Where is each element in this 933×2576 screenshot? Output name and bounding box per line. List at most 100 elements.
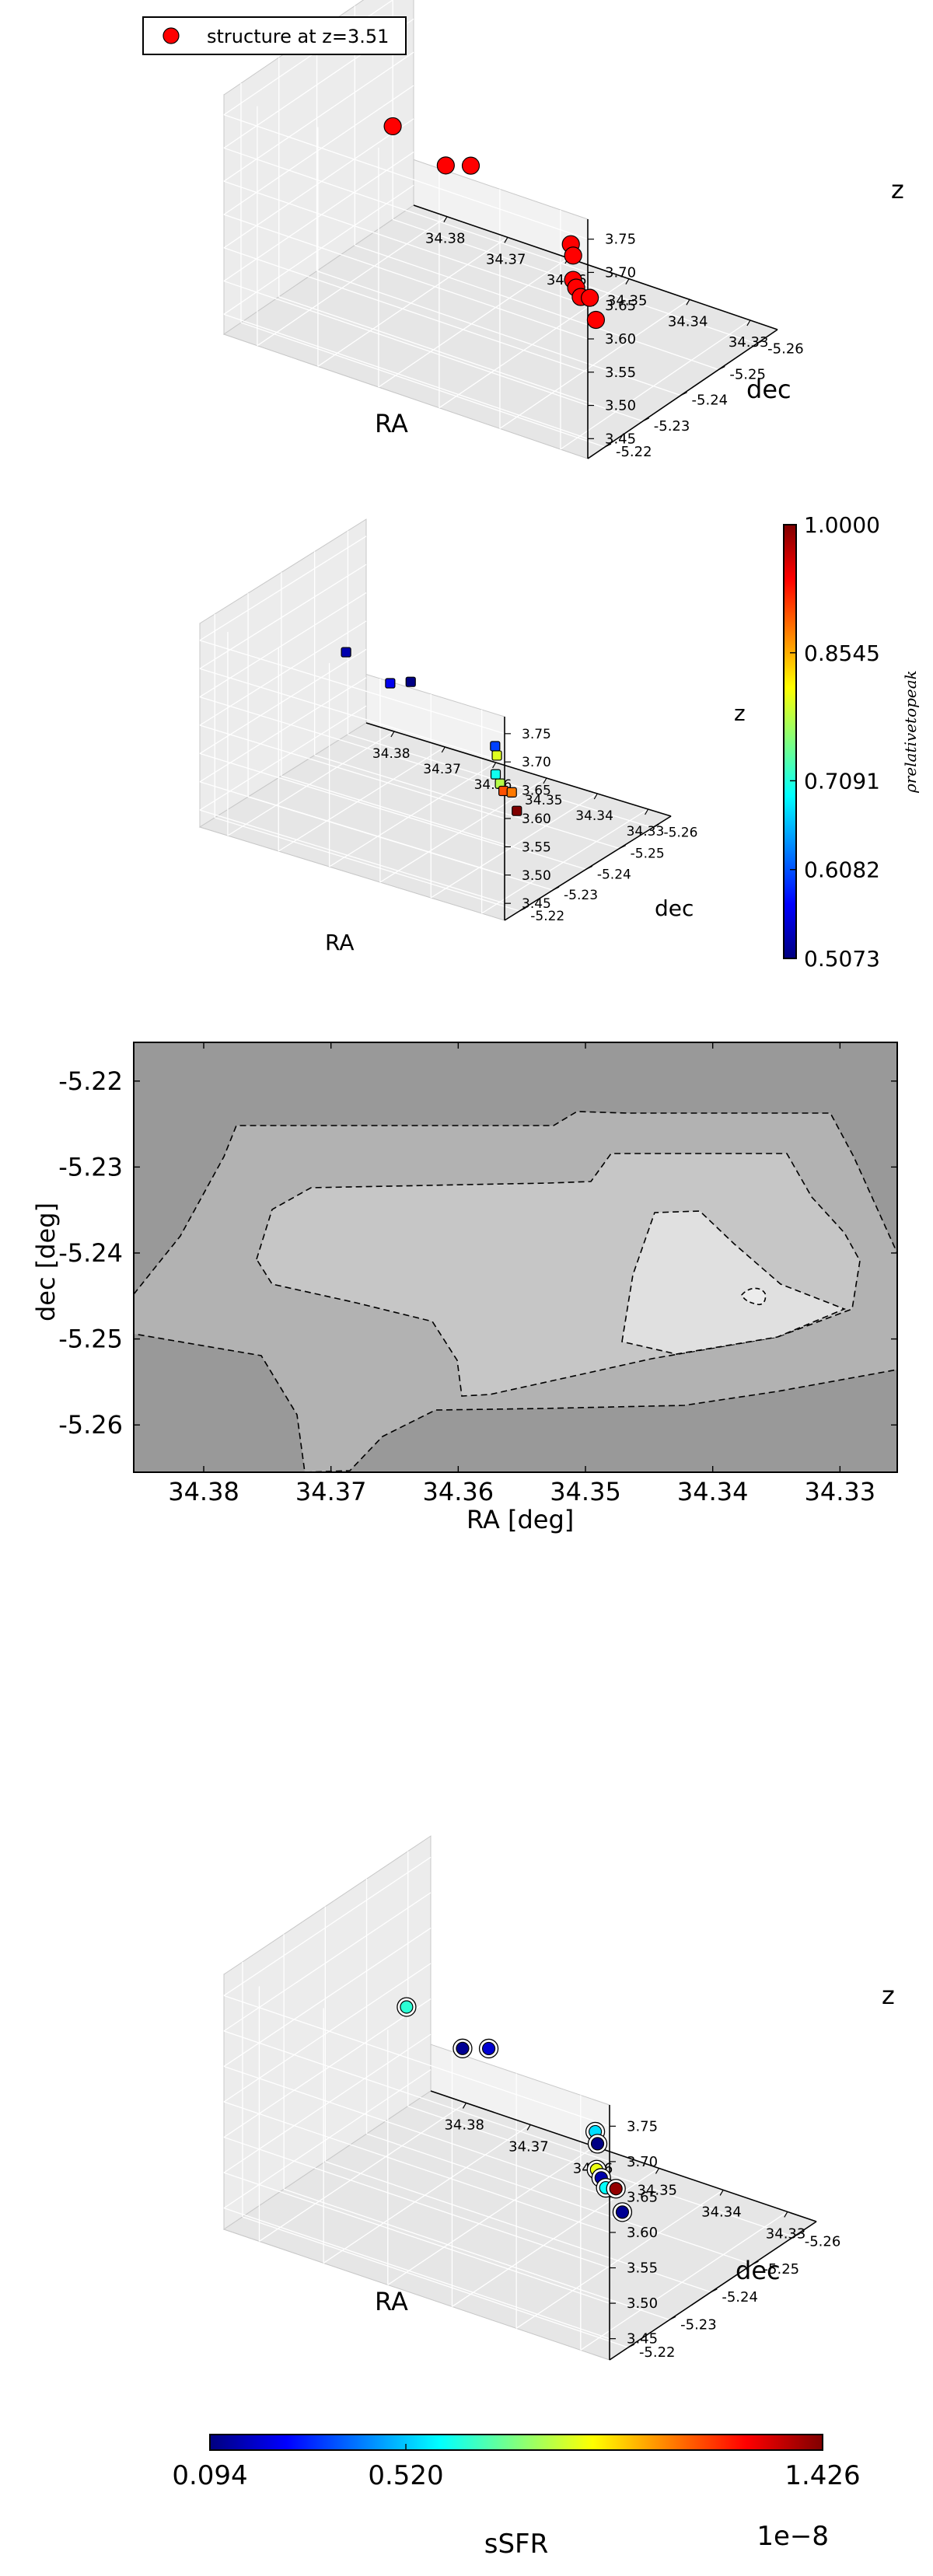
p4-grid-x-floor bbox=[259, 2102, 466, 2242]
p4-ytick-mark bbox=[627, 2344, 635, 2348]
ssfr-colorbar-ticks: 0.094 0.520 1.426 bbox=[172, 2444, 861, 2491]
contour-level-4 bbox=[741, 1287, 767, 1306]
panel-4-3d-scatter-ssfr: 34.3834.3734.3634.3534.3434.33-5.22-5.23… bbox=[222, 1835, 895, 2361]
p4-grid-x-floor bbox=[387, 2145, 596, 2285]
p1-ylabel: dec bbox=[746, 375, 791, 404]
panel-1-3d-scatter: 34.3834.3734.3634.3534.3434.33-5.22-5.23… bbox=[142, 0, 904, 460]
p4-ytick-mark bbox=[669, 2316, 676, 2320]
p2-grid-x-floor bbox=[329, 762, 496, 867]
p2-grid-x-floor bbox=[481, 808, 648, 914]
p2-colorbar-label: ρrelativetopeak bbox=[901, 670, 920, 794]
p1-grid-z-left bbox=[223, 180, 589, 306]
p2-point bbox=[491, 750, 502, 761]
p1-xtick-label: 34.35 bbox=[607, 293, 648, 309]
p4-grid-y-floor bbox=[325, 2161, 711, 2293]
p1-grid-z-right bbox=[223, 51, 414, 182]
p2-ticks: 34.3834.3734.3634.3534.3434.33-5.22-5.23… bbox=[372, 727, 698, 924]
p4-grid-z-left bbox=[223, 2065, 610, 2198]
p1-xtick-mark bbox=[625, 278, 630, 284]
p4-xtick-mark bbox=[719, 2190, 724, 2196]
p2-colorbar-tick-label: 0.5073 bbox=[804, 946, 880, 972]
p2-grid-z-right bbox=[199, 677, 367, 783]
p2-colorbar-ticks: 0.5073 0.6082 0.7091 0.8545 1.0000 bbox=[790, 512, 880, 972]
p1-ytick-label: -5.26 bbox=[767, 340, 804, 357]
panel-3-contour: 34.38 34.37 34.36 34.35 34.34 34.33 -5.22 -5.23… bbox=[31, 1042, 898, 1534]
p1-ytick-label: -5.25 bbox=[729, 366, 766, 382]
p4-ticks: 34.3834.3734.3634.3534.3434.33-5.22-5.23… bbox=[444, 2103, 840, 2361]
p2-grid-z-left bbox=[199, 640, 505, 735]
p1-xtick-label: 34.38 bbox=[425, 231, 466, 247]
p2-ytick-label: -5.23 bbox=[564, 888, 598, 903]
p3-xtick-label: 34.35 bbox=[550, 1477, 621, 1506]
legend-box bbox=[142, 16, 407, 55]
p2-colorbar: 0.5073 0.6082 0.7091 0.8545 1.0000 ρrelative… bbox=[783, 512, 920, 972]
p1-xtick-mark bbox=[686, 299, 690, 305]
p4-xtick-label: 34.33 bbox=[766, 2225, 806, 2242]
p1-point bbox=[581, 288, 599, 307]
p2-xtick-label: 34.34 bbox=[575, 808, 613, 824]
p4-grid-z-right bbox=[223, 1927, 432, 2067]
p1-xtick-label: 34.34 bbox=[668, 313, 708, 330]
p4-grid-z-right bbox=[223, 1856, 432, 1996]
p1-point bbox=[383, 117, 402, 136]
p2-points bbox=[341, 647, 522, 816]
p4-x-axis-line bbox=[430, 2090, 817, 2222]
p1-ztick-label: 3.70 bbox=[605, 264, 636, 281]
p1-grid-x-floor bbox=[317, 236, 508, 367]
p2-point bbox=[341, 647, 351, 658]
p2-ztick-label: 3.70 bbox=[522, 755, 551, 770]
p1-grid-z-right bbox=[223, 184, 414, 315]
p1-grid-y-floor bbox=[240, 322, 606, 448]
p4-ztick-label: 3.70 bbox=[627, 2154, 658, 2170]
p2-ylabel: dec bbox=[655, 895, 694, 921]
p4-axes-box bbox=[222, 1835, 818, 2361]
p1-ztick-label: 3.60 bbox=[605, 331, 636, 347]
p4-xtick-label: 34.38 bbox=[444, 2117, 484, 2133]
p2-point bbox=[490, 769, 501, 780]
p2-grid-z-right bbox=[199, 620, 367, 726]
p2-point bbox=[512, 805, 522, 816]
p3-ytick-label: -5.23 bbox=[58, 1152, 123, 1182]
p1-grid-z-left bbox=[223, 147, 589, 274]
p3-xtick-label: 34.33 bbox=[805, 1477, 876, 1506]
p1-xtick-mark bbox=[443, 216, 448, 222]
p1-grid-x-floor bbox=[560, 319, 751, 450]
p2-xtick-label: 34.35 bbox=[525, 793, 563, 808]
p1-xlabel: RA bbox=[375, 409, 408, 438]
p4-grid-z-left bbox=[223, 2208, 610, 2340]
p4-xtick-label: 34.37 bbox=[508, 2138, 549, 2155]
p1-ztick-label: 3.75 bbox=[605, 232, 636, 248]
legend-label: structure at z=3.51 bbox=[207, 26, 389, 47]
p4-ytick-label: -5.24 bbox=[722, 2289, 758, 2305]
p2-ytick-label: -5.26 bbox=[663, 826, 697, 841]
p4-ztick-label: 3.50 bbox=[627, 2295, 658, 2312]
p2-grid-z-left bbox=[199, 724, 505, 819]
p4-grid-x-floor bbox=[323, 2124, 531, 2264]
p2-point bbox=[385, 678, 396, 689]
p1-grid-z-left bbox=[223, 114, 589, 240]
p4-grid-z-left bbox=[223, 2172, 610, 2304]
panel-2-3d-scatter-density: 34.3834.3734.3634.3534.3434.33-5.22-5.23… bbox=[198, 512, 920, 972]
p1-legend: structure at z=3.51 bbox=[142, 16, 407, 55]
p4-ytick-mark bbox=[711, 2288, 718, 2293]
p2-ytick-mark bbox=[652, 824, 659, 829]
p1-ticks: 34.3834.3734.3634.3534.3434.33-5.22-5.23… bbox=[425, 216, 804, 460]
p1-grid-x-floor bbox=[499, 298, 690, 429]
p2-grid-z-left bbox=[199, 781, 505, 876]
p3-xtick-label: 34.34 bbox=[677, 1477, 749, 1506]
p2-grid-y-floor bbox=[281, 775, 587, 870]
ssfr-colorbar-tick-label: 0.520 bbox=[368, 2460, 443, 2491]
p4-grid-z-left bbox=[223, 2030, 610, 2162]
p2-grid-x-floor bbox=[430, 793, 598, 899]
p1-ztick-label: 3.50 bbox=[605, 398, 636, 414]
p4-point bbox=[609, 2182, 623, 2196]
p4-grid-z-right bbox=[223, 1998, 432, 2138]
p3-ytick-label: -5.25 bbox=[58, 1325, 123, 1354]
p2-ztick-label: 3.75 bbox=[522, 727, 551, 742]
p1-x-axis-line bbox=[413, 204, 778, 330]
p2-colorbar-tick-label: 0.8545 bbox=[804, 641, 880, 666]
p1-xtick-mark bbox=[504, 237, 508, 243]
p4-xtick-mark bbox=[526, 2124, 531, 2131]
p4-grid-z-left bbox=[223, 2136, 610, 2269]
ssfr-colorbar-label: sSFR bbox=[484, 2529, 548, 2560]
